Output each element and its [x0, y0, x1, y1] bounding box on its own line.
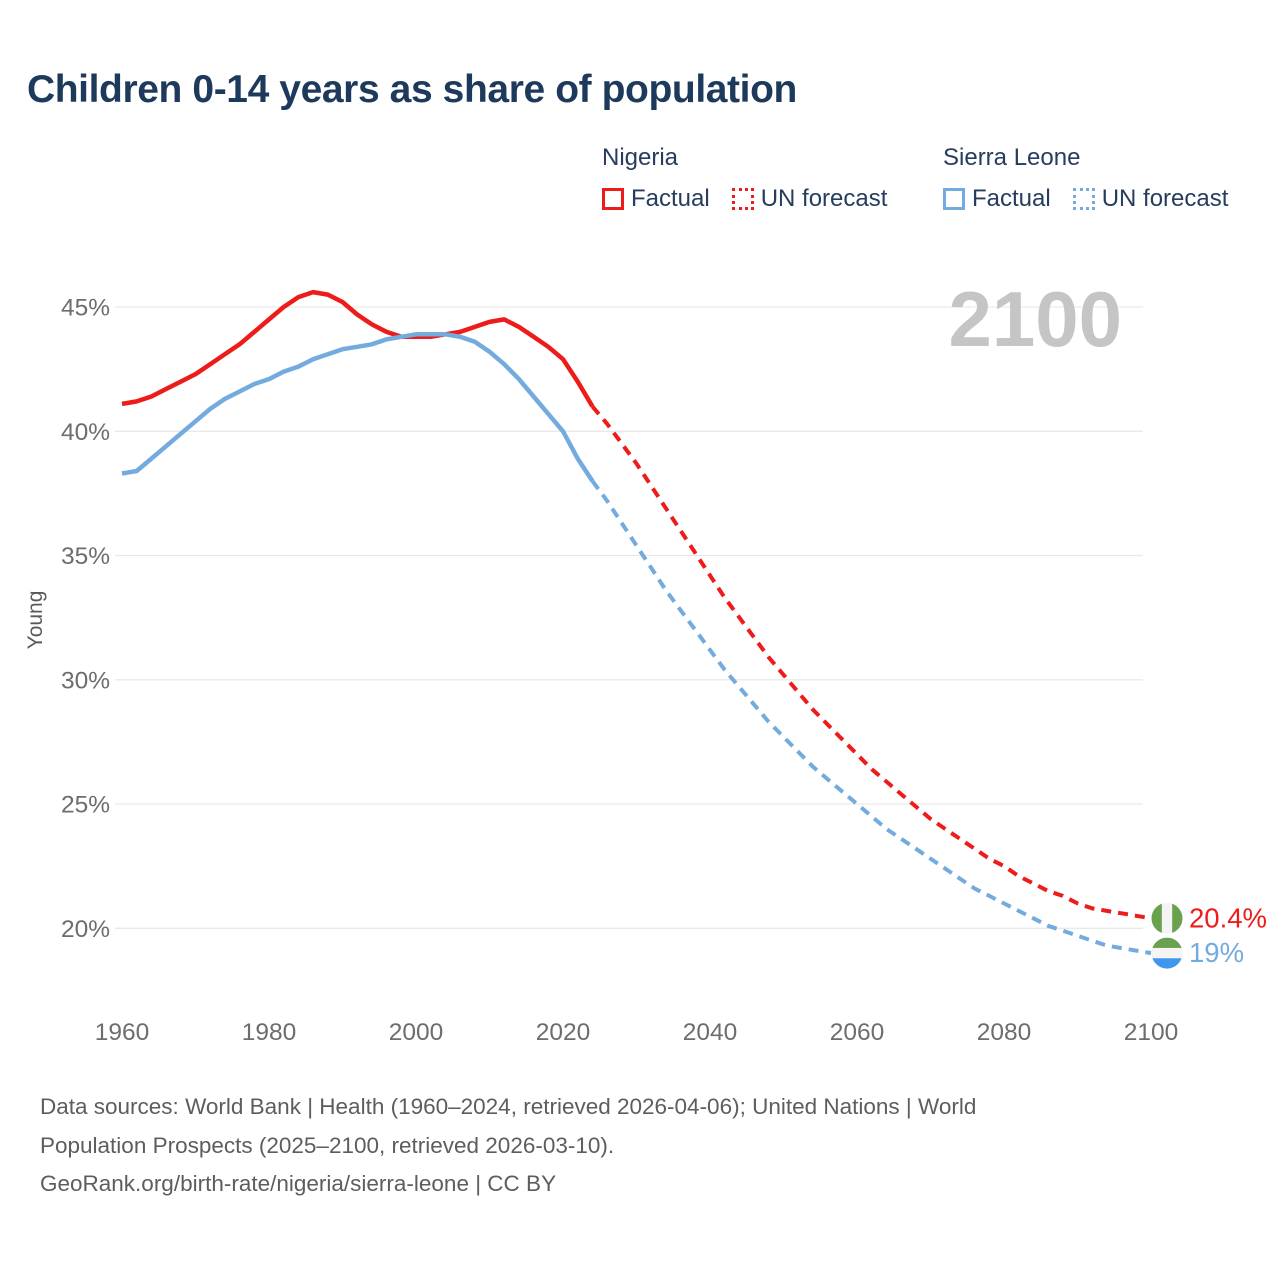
x-tick-label-2020: 2020 — [536, 1019, 591, 1046]
legend-group-title-sierra-leone: Sierra Leone — [943, 144, 1081, 171]
sierra-leone-flag-icon — [1151, 937, 1183, 969]
legend-label: Factual — [631, 185, 710, 212]
nigeria-flag-icon — [1151, 902, 1183, 934]
legend-item-sierra-leone-factual[interactable]: Factual — [943, 185, 1051, 213]
series-line-sierra-leone-factual — [121, 332, 595, 483]
x-tick-label-2080: 2080 — [977, 1019, 1032, 1046]
x-tick-label-2100: 2100 — [1124, 1019, 1179, 1046]
page-title: Children 0-14 years as share of populati… — [27, 68, 797, 111]
legend-group-title-nigeria: Nigeria — [602, 144, 679, 171]
x-tick-label-1980: 1980 — [242, 1019, 297, 1046]
sierra-leone-factual-swatch-icon — [943, 188, 965, 210]
x-tick-label-1960: 1960 — [95, 1019, 150, 1046]
legend-label: Factual — [972, 185, 1051, 212]
y-tick-label-45: 45% — [61, 295, 110, 322]
legend-item-nigeria-factual[interactable]: Factual — [602, 185, 710, 213]
end-value-label-sierra-leone-flag: 19% — [1189, 937, 1244, 968]
y-tick-label-25: 25% — [61, 792, 110, 819]
footer-credits: Data sources: World Bank | Health (1960–… — [40, 1088, 1180, 1204]
legend-row-sierra-leone: Factual UN forecast — [943, 185, 1228, 213]
nigeria-factual-swatch-icon — [602, 188, 624, 210]
end-value-label-nigeria-flag: 20.4% — [1189, 902, 1267, 933]
y-tick-label-20: 20% — [61, 916, 110, 943]
legend-item-sierra-leone-forecast[interactable]: UN forecast — [1072, 185, 1229, 213]
data-sources-line-1: Data sources: World Bank | Health (1960–… — [40, 1094, 977, 1119]
year-watermark: 2100 — [948, 275, 1122, 363]
y-tick-label-35: 35% — [61, 543, 110, 570]
legend-group-nigeria: Nigeria Factual UN forecast — [602, 144, 887, 213]
y-tick-label-30: 30% — [61, 667, 110, 694]
series-line-nigeria-factual — [121, 289, 595, 408]
y-tick-label-40: 40% — [61, 419, 110, 446]
x-tick-label-2000: 2000 — [389, 1019, 444, 1046]
x-tick-label-2040: 2040 — [683, 1019, 738, 1046]
series-line-nigeria-un-forecast — [590, 405, 1152, 921]
data-sources-line-2: Population Prospects (2025–2100, retriev… — [40, 1132, 615, 1158]
legend-label: UN forecast — [760, 185, 888, 212]
line-chart: 45% 40% 35% 30% 25% 20% 2100 Young 1960 1980 2000 2… — [24, 275, 1267, 1046]
series-line-sierra-leone-un-forecast — [590, 479, 1152, 956]
legend-item-nigeria-forecast[interactable]: UN forecast — [731, 185, 888, 213]
nigeria-forecast-swatch-icon — [731, 188, 754, 210]
y-axis-label: Young — [24, 591, 47, 650]
source-url-line: GeoRank.org/birth-rate/nigeria/sierra-le… — [40, 1171, 557, 1196]
legend-row-nigeria: Factual UN forecast — [602, 185, 887, 213]
legend-label: UN forecast — [1101, 185, 1229, 212]
sierra-leone-forecast-swatch-icon — [1072, 188, 1095, 210]
x-tick-label-2060: 2060 — [830, 1019, 885, 1046]
legend-group-sierra-leone: Sierra Leone Factual UN forecast — [943, 144, 1228, 213]
